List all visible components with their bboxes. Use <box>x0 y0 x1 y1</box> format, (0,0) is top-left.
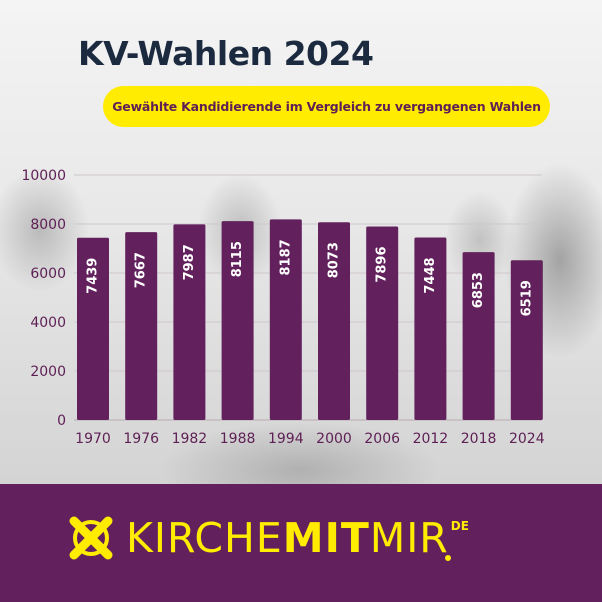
y-tick-label: 0 <box>57 413 66 429</box>
brand-dot <box>444 554 451 561</box>
bar-value-label: 7667 <box>134 252 149 288</box>
x-tick-label: 2024 <box>509 431 545 447</box>
y-tick-label: 4000 <box>30 315 66 331</box>
bar <box>510 260 543 420</box>
bar <box>173 224 206 420</box>
bar <box>269 219 302 420</box>
bar-value-label: 6853 <box>471 272 486 308</box>
x-tick-label: 1988 <box>220 431 256 447</box>
y-tick-label: 8000 <box>30 217 66 233</box>
x-tick-label: 1976 <box>123 431 159 447</box>
subtitle-badge: Gewählte Kandidierende im Vergleich zu v… <box>103 86 550 127</box>
bar-value-label: 6519 <box>519 280 534 316</box>
ballot-cross-icon <box>69 516 113 560</box>
bar <box>366 226 399 420</box>
brand-part-mir: MIR <box>369 513 449 562</box>
bar <box>462 252 495 420</box>
bar-value-label: 7439 <box>86 258 101 294</box>
bar <box>125 232 158 420</box>
brand-part-mit: MIT <box>282 513 370 562</box>
x-tick-label: 1994 <box>268 431 304 447</box>
x-tick-label: 1982 <box>172 431 208 447</box>
x-tick-label: 2012 <box>413 431 449 447</box>
bar <box>318 222 350 420</box>
bar-chart: 0 2000 4000 6000 8000 10000 7439 1970 7667 1976 79… <box>21 168 545 447</box>
y-tick-label: 6000 <box>30 266 66 282</box>
brand-logo[interactable]: KIRCHEMITMIR DE <box>66 513 469 563</box>
subtitle-text: Gewählte Kandidierende im Vergleich zu v… <box>112 99 541 114</box>
bar-value-label: 7987 <box>182 244 197 280</box>
brand-part-kirche: KIRCHE <box>126 513 283 562</box>
y-tick-label: 10000 <box>21 168 66 184</box>
brand-tld: DE <box>450 518 469 533</box>
bar <box>414 237 447 420</box>
bar-value-label: 8187 <box>278 239 293 275</box>
bar-value-label: 7896 <box>375 246 390 282</box>
bar-value-label: 7448 <box>423 257 438 293</box>
bar <box>77 237 109 420</box>
brand-wordmark: KIRCHEMITMIR <box>126 517 449 559</box>
bar <box>221 221 254 420</box>
x-tick-label: 1970 <box>75 431 111 447</box>
x-tick-label: 2006 <box>364 431 400 447</box>
bar-value-label: 8115 <box>230 241 245 277</box>
x-tick-label: 2018 <box>461 431 497 447</box>
brand-tld-group: DE <box>444 519 469 561</box>
bar-value-label: 8073 <box>327 242 342 278</box>
y-tick-label: 2000 <box>30 364 66 380</box>
page-title: KV-Wahlen 2024 <box>78 34 374 73</box>
x-tick-label: 2000 <box>316 431 352 447</box>
